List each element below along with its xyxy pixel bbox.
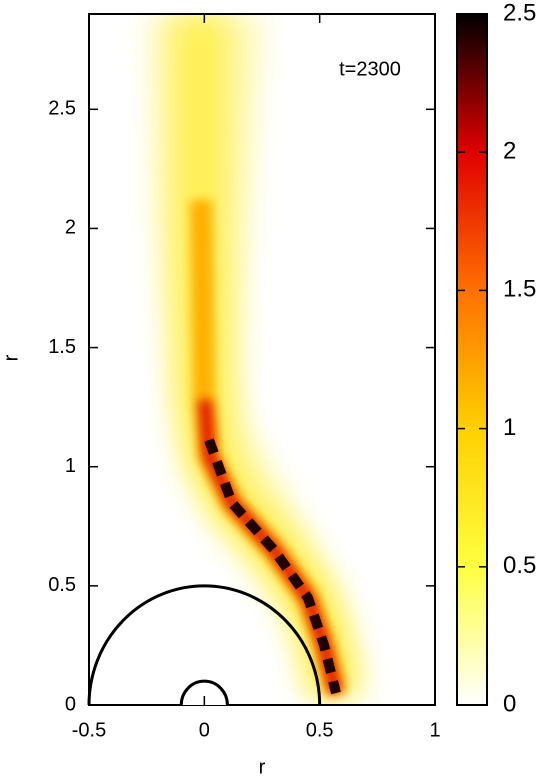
colorbar: [456, 13, 488, 706]
y-tick-label: 1.5: [48, 336, 76, 358]
x-tick-label: -0.5: [72, 719, 106, 741]
colorbar-tick-label: 0.5: [503, 552, 536, 579]
x-tick-label: 0: [199, 719, 210, 741]
x-tick-label: 1: [429, 719, 440, 741]
colorbar-tick-label: 2.5: [503, 0, 536, 26]
x-axis-label: r: [259, 756, 266, 778]
y-tick-label: 2.5: [48, 98, 76, 120]
y-tick-label: 1: [65, 455, 76, 477]
colorbar-tick-label: 1.5: [503, 276, 536, 303]
annotation: t=2300: [339, 58, 401, 80]
colorbar-tick-label: 1: [503, 414, 516, 441]
y-axis-label: r: [0, 354, 22, 361]
y-tick-label: 0: [65, 693, 76, 715]
colorbar-tick-label: 0: [503, 690, 516, 717]
y-tick-label: 2: [65, 217, 76, 239]
boundary-circle: [179, 679, 229, 706]
x-tick-label: 0.5: [306, 719, 334, 741]
colorbar-tick-label: 2: [503, 138, 516, 165]
y-tick-label: 0.5: [48, 574, 76, 596]
boundary-circle: [87, 584, 322, 706]
density-field: [150, 14, 363, 705]
plot-frame: [88, 13, 436, 706]
